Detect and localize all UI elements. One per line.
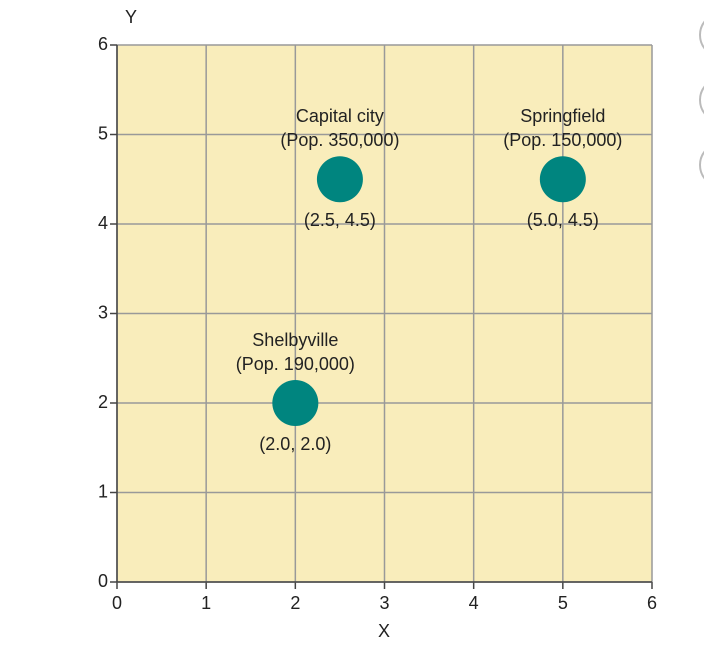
x-tick-label: 4 [469, 593, 479, 613]
city-point [316, 156, 363, 203]
city-population: (Pop. 150,000) [503, 130, 622, 150]
y-tick-label: 3 [98, 302, 108, 322]
coordinate-label: (2.0, 2.0) [259, 434, 331, 454]
city-population: (Pop. 350,000) [280, 130, 399, 150]
side-button[interactable] [699, 13, 704, 57]
coordinate-label: (2.5, 4.5) [304, 210, 376, 230]
y-tick-label: 2 [98, 392, 108, 412]
y-tick-label: 5 [98, 123, 108, 143]
city-name: Shelbyville [252, 330, 338, 350]
x-tick-label: 0 [112, 593, 122, 613]
city-point [272, 380, 319, 426]
x-tick-label: 3 [379, 593, 389, 613]
city-point [539, 156, 586, 203]
y-tick-label: 6 [98, 34, 108, 54]
side-button[interactable] [699, 143, 704, 187]
y-tick-label: 4 [98, 213, 108, 233]
x-tick-label: 1 [201, 593, 211, 613]
y-tick-label: 1 [98, 481, 108, 501]
side-button[interactable] [699, 78, 704, 122]
x-tick-label: 6 [647, 593, 657, 613]
x-tick-label: 2 [290, 593, 300, 613]
y-tick-label: 0 [98, 571, 108, 591]
x-axis-label: X [378, 621, 390, 641]
city-name: Springfield [520, 106, 605, 126]
city-population: (Pop. 190,000) [236, 354, 355, 374]
x-tick-label: 5 [558, 593, 568, 613]
coordinate-label: (5.0, 4.5) [527, 210, 599, 230]
y-axis-label: Y [125, 7, 137, 27]
city-name: Capital city [296, 106, 384, 126]
